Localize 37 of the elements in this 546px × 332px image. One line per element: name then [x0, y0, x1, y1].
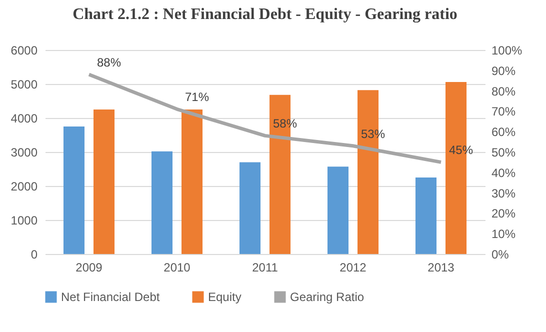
x-tick-label: 2011	[252, 260, 278, 274]
y2-tick-label: 0%	[492, 248, 510, 262]
y2-tick-label: 70%	[492, 104, 516, 119]
chart-title: Chart 2.1.2 : Net Financial Debt - Equity - Gearing ratio	[72, 6, 458, 23]
y2-tick-label: 10%	[492, 227, 516, 242]
bar	[94, 110, 115, 254]
y-tick-label: 6000	[10, 44, 38, 58]
data-label: 71%	[185, 90, 210, 104]
y-tick-label: 3000	[10, 146, 38, 160]
y-tick-label: 4000	[10, 112, 38, 126]
legend-label: Gearing Ratio	[290, 290, 364, 304]
bar	[415, 178, 436, 254]
y-tick-label: 2000	[10, 180, 38, 194]
legend-label: Equity	[208, 290, 242, 304]
x-tick-label: 2013	[428, 260, 455, 274]
legend-label: Net Financial Debt	[61, 290, 160, 304]
bar	[239, 162, 260, 254]
y-tick-label: 1000	[10, 214, 38, 228]
bar	[182, 110, 203, 254]
y-tick-label: 5000	[10, 78, 38, 92]
bar	[63, 126, 84, 254]
y2-tick-label: 50%	[492, 146, 516, 160]
y2-tick-label: 80%	[492, 84, 516, 98]
bar	[151, 151, 172, 254]
y2-tick-label: 60%	[492, 125, 516, 140]
y2-tick-label: 20%	[492, 206, 516, 221]
y2-tick-label: 90%	[492, 64, 516, 78]
x-tick-label: 2012	[340, 260, 367, 274]
data-label: 88%	[97, 55, 122, 70]
bar	[327, 166, 348, 254]
x-tick-label: 2009	[76, 260, 103, 274]
y-tick-label: 0	[30, 248, 38, 262]
y2-tick-label: 40%	[492, 166, 516, 180]
y2-tick-label: 100%	[492, 44, 523, 58]
x-tick-label: 2010	[164, 260, 191, 274]
line-series	[87, 72, 443, 164]
y2-tick-label: 30%	[492, 186, 516, 200]
